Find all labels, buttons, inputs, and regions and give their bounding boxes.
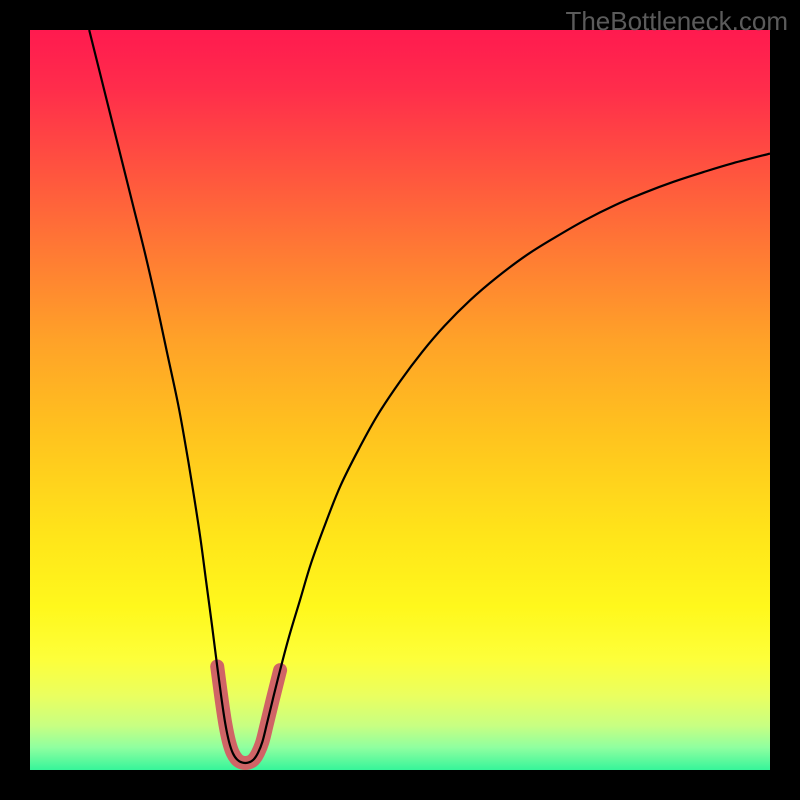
main-curve xyxy=(89,30,770,763)
chart-canvas: TheBottleneck.com xyxy=(0,0,800,800)
curve-layer xyxy=(30,30,770,770)
watermark-text: TheBottleneck.com xyxy=(565,6,788,37)
plot-area xyxy=(30,30,770,770)
highlight-segment xyxy=(217,666,280,763)
